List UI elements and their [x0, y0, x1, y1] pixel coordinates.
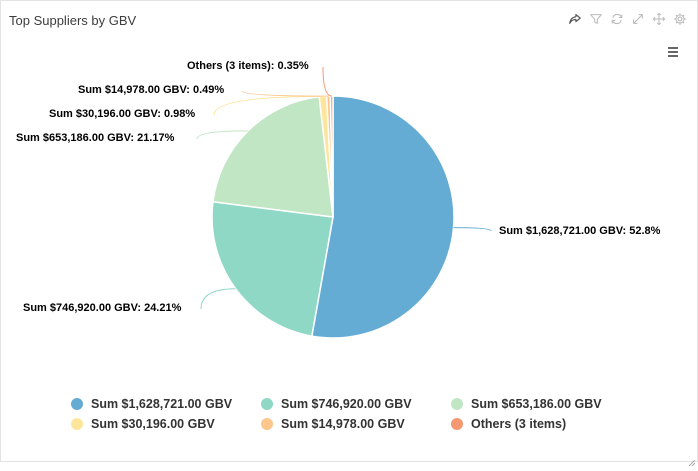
label-connector — [200, 288, 236, 310]
legend-item[interactable]: Sum $30,196.00 GBV — [71, 415, 261, 433]
share-icon[interactable] — [567, 11, 582, 26]
legend-swatch — [261, 418, 273, 430]
legend-swatch — [451, 418, 463, 430]
data-label: Sum $14,978.00 GBV: 0.49% — [78, 84, 224, 96]
data-label: Sum $1,628,721.00 GBV: 52.8% — [499, 225, 661, 237]
legend-label: Sum $14,978.00 GBV — [281, 417, 405, 431]
hamburger-menu-icon[interactable] — [667, 45, 679, 57]
data-label: Sum $653,186.00 GBV: 21.17% — [16, 132, 175, 144]
pie-chart: Sum $1,628,721.00 GBV: 52.8% Sum $746,920… — [16, 60, 661, 339]
legend-item[interactable]: Sum $1,628,721.00 GBV — [71, 395, 261, 413]
pie-slice[interactable] — [211, 200, 334, 338]
legend-swatch — [261, 398, 273, 410]
filter-icon[interactable] — [588, 11, 603, 26]
legend-item[interactable]: Sum $746,920.00 GBV — [261, 395, 451, 413]
legend-label: Sum $30,196.00 GBV — [91, 417, 215, 431]
chart-legend: Sum $1,628,721.00 GBV Sum $746,920.00 GBV… — [71, 395, 631, 433]
legend-item[interactable]: Sum $653,186.00 GBV — [451, 395, 641, 413]
legend-swatch — [451, 398, 463, 410]
expand-icon[interactable] — [630, 11, 645, 26]
label-connector — [241, 90, 329, 97]
move-icon[interactable] — [651, 11, 666, 26]
legend-swatch — [71, 398, 83, 410]
label-connector — [213, 95, 323, 116]
legend-swatch — [71, 418, 83, 430]
pie-slice[interactable] — [212, 95, 334, 218]
legend-label: Sum $653,186.00 GBV — [471, 397, 602, 411]
data-label: Sum $30,196.00 GBV: 0.98% — [49, 108, 195, 120]
widget-toolbar — [567, 11, 687, 26]
settings-icon[interactable] — [672, 11, 687, 26]
refresh-icon[interactable] — [609, 11, 624, 26]
label-connector — [196, 130, 248, 140]
label-connector — [453, 227, 492, 232]
label-connector — [322, 66, 332, 97]
widget-title: Top Suppliers by GBV — [9, 13, 137, 28]
legend-label: Others (3 items) — [471, 417, 567, 431]
legend-label: Sum $746,920.00 GBV — [281, 397, 412, 411]
data-label: Sum $746,920.00 GBV: 24.21% — [23, 302, 182, 314]
legend-item[interactable]: Others (3 items) — [451, 415, 641, 433]
legend-item[interactable]: Sum $14,978.00 GBV — [261, 415, 451, 433]
legend-label: Sum $1,628,721.00 GBV — [91, 397, 233, 411]
resize-handle[interactable] — [688, 453, 696, 467]
data-label: Others (3 items): 0.35% — [187, 60, 309, 72]
